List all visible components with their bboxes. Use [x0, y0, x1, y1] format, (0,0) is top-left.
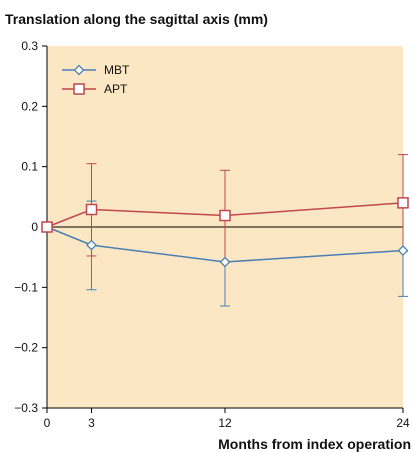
y-tick-label: −0.1	[14, 280, 38, 294]
apt-series-line	[46, 202, 404, 228]
legend-apt-marker	[73, 83, 85, 95]
mbt-data-point	[86, 239, 97, 251]
axes: 0.3 0.2 0.1 0 −0.1 −0.2 −0.3 0 3 12 24	[14, 39, 410, 430]
mbt-series-line	[46, 226, 404, 263]
y-tick-label: 0.3	[21, 39, 38, 53]
legend: MBT APT	[62, 63, 130, 96]
y-tick-label: 0.1	[21, 160, 38, 174]
mbt-data-point	[219, 256, 231, 268]
legend-mbt-marker	[73, 64, 85, 76]
y-tick-label: −0.3	[14, 401, 38, 415]
apt-data-point	[85, 203, 98, 216]
x-tick-label: 0	[44, 416, 51, 430]
x-tick-label: 24	[396, 416, 410, 430]
legend-apt-label: APT	[104, 82, 128, 96]
x-axis-label: Months from index operation	[218, 436, 411, 452]
y-tick-label: −0.2	[14, 341, 38, 355]
x-tick-label: 3	[88, 416, 95, 430]
y-tick-label: 0	[31, 220, 38, 234]
series-layer	[41, 154, 409, 307]
chart-title: Translation along the sagittal axis (mm)	[5, 11, 268, 27]
legend-mbt-label: MBT	[104, 63, 130, 77]
apt-data-point	[41, 221, 53, 233]
apt-data-point	[397, 197, 409, 209]
x-tick-label: 12	[218, 416, 232, 430]
apt-data-point	[219, 209, 231, 222]
y-tick-label: 0.2	[21, 99, 38, 113]
mbt-data-point	[397, 245, 409, 256]
